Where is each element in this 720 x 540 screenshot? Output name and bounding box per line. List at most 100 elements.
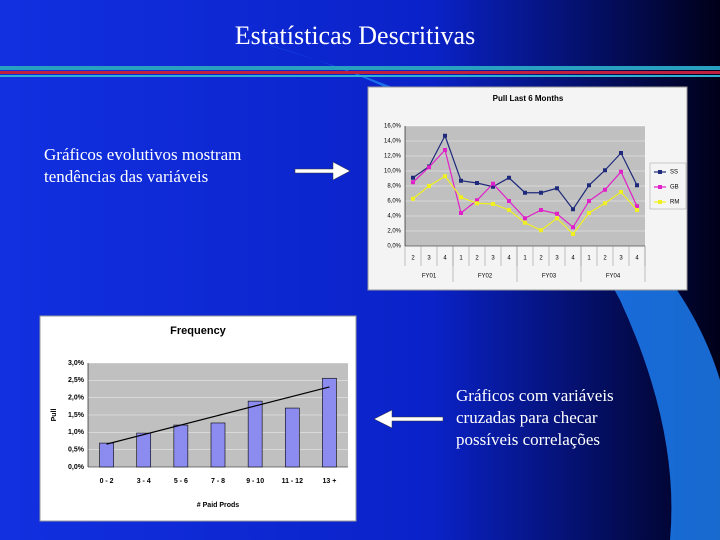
legend-marker	[658, 200, 662, 204]
y-tick-label: 0,5%	[68, 447, 85, 454]
point	[491, 202, 495, 206]
point	[571, 232, 575, 236]
point	[443, 174, 447, 179]
y-tick-label: 16,0%	[384, 124, 402, 130]
bar	[136, 432, 152, 468]
y-tick-label: 2,0%	[68, 395, 85, 402]
x-tick-label: 1	[587, 256, 591, 262]
bar	[322, 377, 337, 468]
point	[587, 183, 591, 188]
point	[507, 175, 511, 180]
y-tick-label: 0,0%	[68, 464, 85, 471]
bar	[284, 407, 300, 468]
point	[571, 207, 575, 212]
point	[411, 180, 415, 185]
legend-label: RM	[670, 200, 679, 206]
point	[411, 175, 415, 180]
point	[539, 208, 543, 212]
arrow	[294, 161, 351, 181]
point	[523, 220, 527, 225]
x-tick-label: 2	[475, 256, 479, 262]
point	[523, 216, 527, 221]
y-tick-label: 1,0%	[68, 429, 85, 436]
arrow	[373, 409, 444, 429]
legend-label: SS	[670, 170, 678, 176]
point	[587, 199, 591, 203]
x-tick-label: 7 - 8	[211, 478, 225, 485]
point	[555, 211, 559, 216]
stripe	[0, 71, 720, 74]
chart-title: Pull Last 6 Months	[493, 94, 564, 103]
group-label: FY02	[478, 274, 493, 280]
text-line: possíveis correlações	[456, 430, 600, 449]
x-tick-label: 4	[635, 256, 639, 262]
point	[427, 165, 431, 170]
x-tick-label: 1	[459, 256, 463, 262]
point	[619, 151, 623, 155]
point	[619, 169, 623, 174]
point	[571, 225, 575, 230]
y-axis-label: Pull	[51, 409, 58, 422]
point	[523, 190, 527, 195]
point	[475, 201, 479, 206]
chart-title: Frequency	[170, 325, 227, 337]
x-axis-label: # Paid Prods	[197, 502, 240, 509]
x-tick-label: 2	[603, 256, 607, 262]
point	[443, 148, 447, 152]
text-line: Gráficos evolutivos mostram	[44, 145, 241, 164]
y-tick-label: 3,0%	[68, 360, 85, 367]
y-tick-label: 8,0%	[387, 184, 401, 190]
point	[635, 204, 639, 209]
group-label: FY04	[606, 274, 621, 280]
point	[507, 199, 511, 203]
x-tick-label: 4	[443, 256, 447, 262]
x-tick-label: 3 - 4	[137, 478, 151, 485]
point	[427, 184, 431, 188]
y-tick-label: 2,0%	[387, 229, 401, 235]
y-tick-label: 2,5%	[68, 377, 85, 384]
bar	[173, 424, 189, 468]
legend-box	[649, 162, 687, 210]
y-tick-label: 4,0%	[387, 214, 401, 220]
x-tick-label: 3	[555, 256, 559, 262]
x-tick-label: 5 - 6	[174, 478, 188, 485]
x-tick-label: 13 +	[323, 478, 337, 485]
point	[603, 168, 607, 173]
slide-title: Estatísticas Descritivas	[235, 21, 475, 50]
x-tick-label: 3	[427, 256, 431, 262]
bar	[247, 400, 263, 468]
legend-label: GB	[670, 185, 679, 191]
point	[619, 190, 623, 194]
y-tick-label: 12,0%	[384, 154, 402, 160]
trendline	[106, 386, 330, 445]
legend-marker	[658, 170, 662, 174]
point	[491, 181, 495, 186]
point	[539, 228, 543, 233]
y-tick-label: 0,0%	[387, 244, 401, 250]
point	[491, 184, 495, 189]
point	[459, 195, 463, 200]
point	[587, 211, 591, 215]
point	[603, 201, 607, 206]
point	[603, 187, 607, 192]
text-line: Gráficos com variáveis	[456, 386, 614, 405]
point	[459, 178, 463, 183]
x-tick-label: 3	[619, 256, 623, 262]
x-tick-label: 11 - 12	[282, 478, 304, 485]
point	[411, 196, 415, 201]
text-line: tendências das variáveis	[44, 167, 208, 186]
stripe	[0, 66, 720, 70]
x-tick-label: 2	[539, 256, 543, 262]
point	[635, 183, 639, 188]
x-tick-label: 4	[571, 256, 575, 262]
y-tick-label: 6,0%	[387, 199, 401, 205]
point	[443, 133, 447, 138]
x-tick-label: 1	[523, 256, 527, 262]
x-tick-label: 9 - 10	[246, 478, 264, 485]
group-label: FY03	[542, 274, 557, 280]
y-tick-label: 10,0%	[384, 169, 402, 175]
point	[555, 186, 559, 191]
group-label: FY01	[422, 274, 437, 280]
y-tick-label: 1,5%	[68, 412, 85, 419]
